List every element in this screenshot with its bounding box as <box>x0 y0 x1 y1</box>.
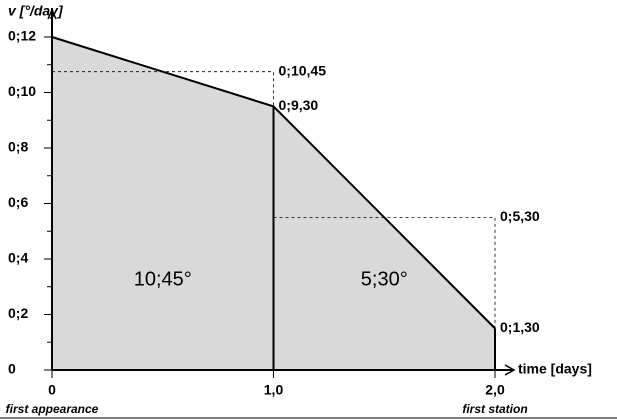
reference-line <box>273 216 496 370</box>
y-tick-label: 0;8 <box>8 139 28 155</box>
x-axis-label: time [days] <box>518 361 592 377</box>
value-label: 0;9,30 <box>279 97 319 113</box>
y-tick-label: 0;10 <box>8 83 36 99</box>
area-label: 10;45° <box>134 268 192 290</box>
y-tick-label: 0;2 <box>8 305 28 321</box>
reference-label: 0;5,30 <box>500 208 540 224</box>
y-tick-label: 0;6 <box>8 194 28 210</box>
reference-label: 0;10,45 <box>279 62 327 78</box>
x-axis-arrow <box>504 364 516 376</box>
y-tick-label: 0 <box>8 361 16 377</box>
x-tick-label: 1,0 <box>264 382 284 398</box>
x-tick-label: 2,0 <box>485 382 505 398</box>
line <box>51 36 496 330</box>
value-label: 0;1,30 <box>500 319 540 335</box>
y-axis-arrow <box>47 8 57 20</box>
area-label: 5;30° <box>361 268 408 290</box>
y-tick-label: 0;12 <box>8 28 36 44</box>
x-tick-note: first station <box>462 402 527 416</box>
x-tick-label: 0 <box>48 382 56 398</box>
y-tick-label: 0;4 <box>8 250 28 266</box>
x-tick-note: first appearance <box>6 402 99 416</box>
